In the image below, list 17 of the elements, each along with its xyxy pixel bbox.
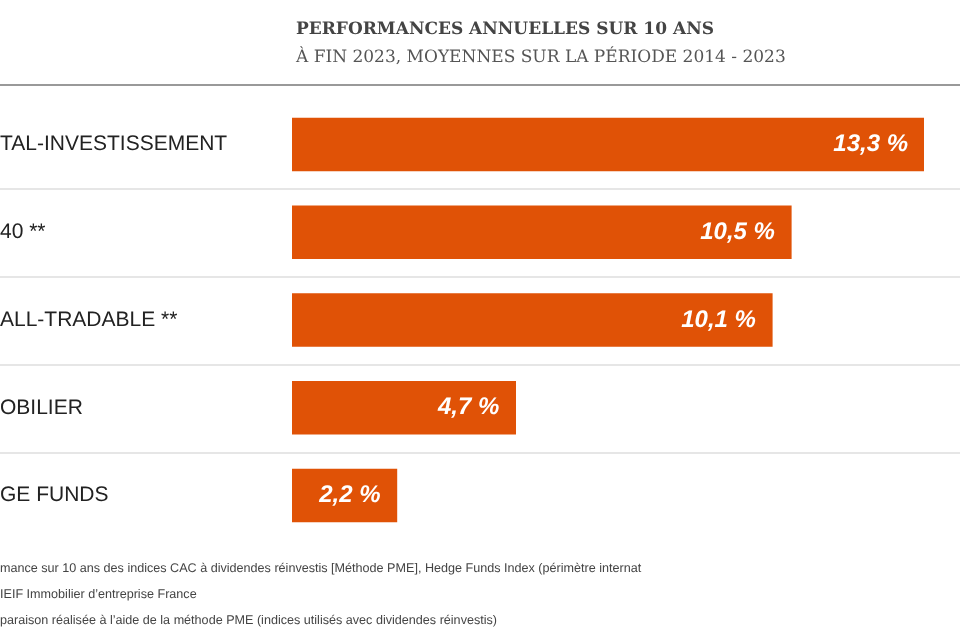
y-tick-label: 40 **: [0, 220, 46, 245]
bar: [292, 468, 398, 523]
y-tick-label: GE FUNDS: [0, 483, 109, 508]
bar: [292, 381, 516, 435]
bar: [292, 205, 792, 259]
data-label: 13,3 %: [833, 129, 909, 158]
chart-title: PERFORMANCES ANNUELLES SUR 10 ANS: [296, 20, 714, 40]
data-label: 4,7 %: [435, 392, 500, 421]
y-tick-label: ALL-TRADABLE **: [0, 307, 178, 332]
chart-subtitle: À FIN 2023, MOYENNES SUR LA PÉRIODE 2014 - 2023: [296, 48, 786, 68]
data-label: 2,2 %: [317, 480, 382, 509]
data-label: 10,5 %: [700, 216, 776, 245]
data-label: 10,1 %: [681, 304, 757, 333]
bar: [292, 293, 773, 347]
y-tick-label: OBILIER: [0, 395, 84, 420]
y-tick-label: TAL-INVESTISSEMENT: [0, 132, 229, 157]
bar: [292, 117, 924, 172]
